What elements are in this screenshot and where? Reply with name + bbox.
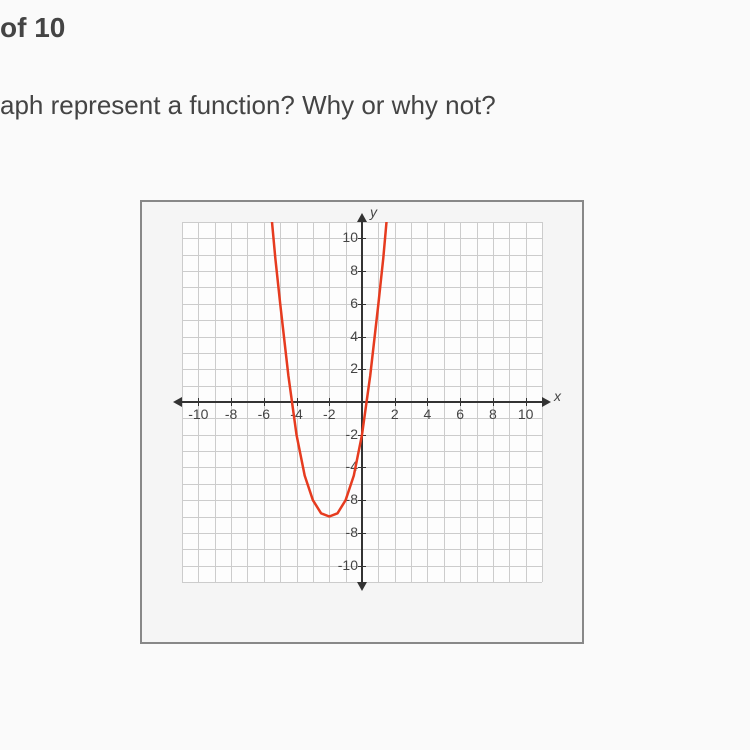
y-tick [358,304,366,305]
axis-arrow [542,397,551,407]
x-tick [460,398,461,406]
chart-container: -10-8-6-4-2246810108642-2-4-8-8-10 y x [140,200,584,644]
x-tick-label: 8 [481,406,505,422]
y-tick-label: -2 [332,426,358,442]
page: of 10 aph represent a function? Why or w… [0,0,750,750]
y-tick-label: -8 [332,491,358,507]
y-tick-label: 6 [332,295,358,311]
y-tick [358,337,366,338]
x-tick [329,398,330,406]
y-tick-label: 8 [332,262,358,278]
y-tick [358,271,366,272]
x-tick [493,398,494,406]
progress-indicator: of 10 [0,12,65,44]
x-tick-label: 10 [514,406,538,422]
x-tick [526,398,527,406]
x-tick-label: -2 [317,406,341,422]
x-tick [264,398,265,406]
y-tick [358,467,366,468]
question-text: aph represent a function? Why or why not… [0,90,496,121]
axis-arrow [173,397,182,407]
axis-arrow [357,213,367,222]
y-tick-label: -4 [332,458,358,474]
x-tick [427,398,428,406]
plot-area: -10-8-6-4-2246810108642-2-4-8-8-10 [182,222,542,582]
y-tick [358,566,366,567]
y-tick-label: -8 [332,524,358,540]
x-tick [231,398,232,406]
x-tick-label: -10 [186,406,210,422]
x-tick [395,398,396,406]
x-tick [297,398,298,406]
y-axis-label: y [370,204,377,220]
x-tick-label: 2 [383,406,407,422]
x-tick-label: -6 [252,406,276,422]
x-tick-label: 6 [448,406,472,422]
x-tick-label: 4 [415,406,439,422]
y-tick [358,500,366,501]
y-tick-label: 10 [332,229,358,245]
x-tick-label: -8 [219,406,243,422]
y-tick [358,238,366,239]
y-axis [361,222,363,582]
y-tick-label: 4 [332,328,358,344]
axis-arrow [357,582,367,591]
y-tick [358,533,366,534]
y-tick-label: -10 [332,557,358,573]
x-tick [198,398,199,406]
y-tick [358,435,366,436]
y-tick-label: 2 [332,360,358,376]
y-tick [358,369,366,370]
x-axis-label: x [554,388,561,404]
x-tick-label: -4 [285,406,309,422]
